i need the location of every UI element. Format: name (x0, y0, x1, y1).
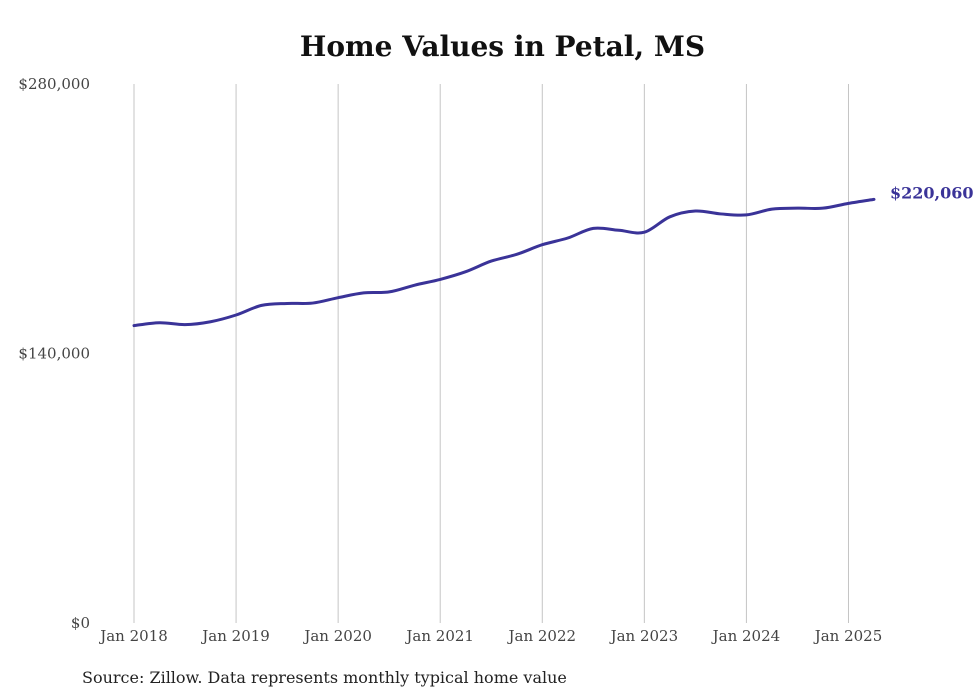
y-axis-tick-labels: $0 $140,000 $280,000 (18, 75, 90, 632)
x-tick-label: Jan 2021 (404, 627, 474, 645)
x-tick-label: Jan 2020 (302, 627, 372, 645)
series-line-group (132, 197, 876, 328)
y-tick-label: $280,000 (18, 75, 90, 93)
x-tick-label: Jan 2022 (506, 627, 576, 645)
x-tick-label: Jan 2023 (609, 627, 679, 645)
x-axis-tick-labels: Jan 2018 Jan 2019 Jan 2020 Jan 2021 Jan 2022… (98, 627, 882, 645)
x-tick-label: Jan 2018 (98, 627, 168, 645)
y-tick-label: $0 (71, 614, 90, 632)
end-value-label: $220,060 (890, 183, 974, 202)
end-value-label-group: $220,060 (890, 183, 974, 202)
series-line (132, 197, 876, 328)
x-tick-label: Jan 2019 (200, 627, 270, 645)
y-tick-label: $140,000 (18, 345, 90, 363)
x-tick-label: Jan 2024 (711, 627, 781, 645)
vertical-gridlines (133, 84, 849, 623)
x-tick-label: Jan 2025 (813, 627, 883, 645)
source-note: Source: Zillow. Data represents monthly … (82, 668, 567, 687)
chart-title: Home Values in Petal, MS (299, 30, 706, 63)
